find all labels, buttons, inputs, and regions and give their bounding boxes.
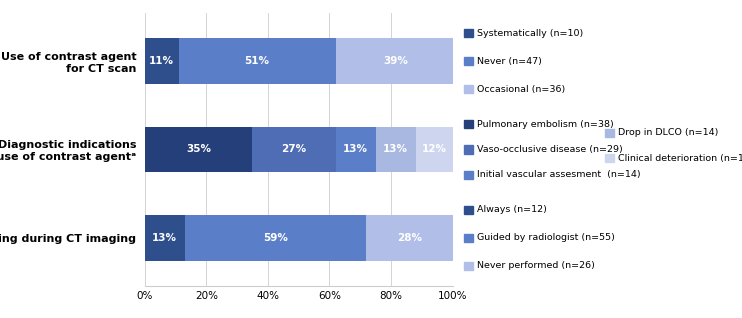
Text: 59%: 59%	[263, 233, 288, 243]
Text: Never (n=47): Never (n=47)	[477, 57, 542, 66]
Text: Clinical deterioration (n=13): Clinical deterioration (n=13)	[618, 154, 742, 163]
Bar	[145, 38, 179, 84]
Bar	[179, 38, 335, 84]
Text: Systematically (n=10): Systematically (n=10)	[477, 29, 583, 38]
Text: Pulmonary embolism (n=38): Pulmonary embolism (n=38)	[477, 120, 614, 128]
Text: 13%: 13%	[383, 144, 408, 155]
Bar	[145, 127, 252, 172]
Text: Initial vascular assesment  (n=14): Initial vascular assesment (n=14)	[477, 170, 641, 179]
Text: 28%: 28%	[397, 233, 422, 243]
Bar	[367, 215, 453, 261]
Text: Occasional (n=36): Occasional (n=36)	[477, 85, 565, 94]
Text: 35%: 35%	[186, 144, 211, 155]
Bar	[416, 127, 453, 172]
Text: 11%: 11%	[149, 56, 174, 66]
Text: Drop in DLCO (n=14): Drop in DLCO (n=14)	[618, 128, 718, 137]
Text: 12%: 12%	[421, 144, 447, 155]
Text: Always (n=12): Always (n=12)	[477, 205, 547, 214]
Bar	[185, 215, 367, 261]
Text: 13%: 13%	[343, 144, 368, 155]
Bar	[375, 127, 416, 172]
Text: 27%: 27%	[281, 144, 306, 155]
Bar	[252, 127, 335, 172]
Text: 51%: 51%	[245, 56, 269, 66]
Text: Guided by radiologist (n=55): Guided by radiologist (n=55)	[477, 233, 615, 242]
Bar	[335, 127, 375, 172]
Bar	[145, 215, 185, 261]
Text: Vaso-occlusive disease (n=29): Vaso-occlusive disease (n=29)	[477, 145, 623, 154]
Text: 39%: 39%	[383, 56, 408, 66]
Text: 13%: 13%	[152, 233, 177, 243]
Bar	[335, 38, 456, 84]
Text: Never performed (n=26): Never performed (n=26)	[477, 261, 595, 270]
